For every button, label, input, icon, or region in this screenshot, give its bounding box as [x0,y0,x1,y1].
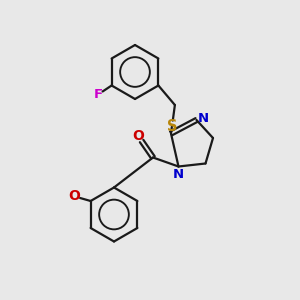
Text: F: F [94,88,103,101]
Text: N: N [172,167,184,181]
Text: S: S [167,119,177,134]
Text: O: O [68,190,80,203]
Text: N: N [197,112,209,125]
Text: O: O [132,129,144,142]
